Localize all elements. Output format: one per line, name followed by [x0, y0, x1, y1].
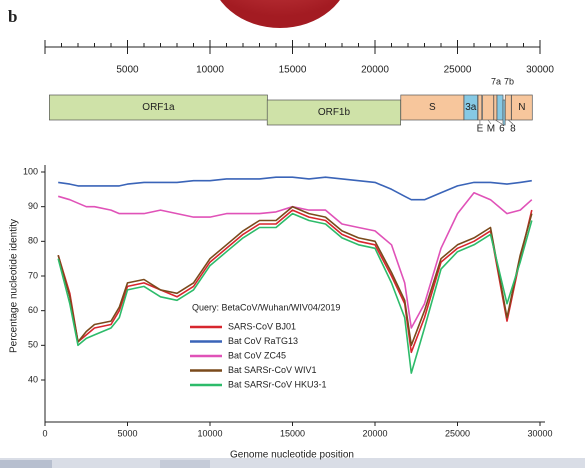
- y-tick-label: 80: [28, 236, 38, 246]
- gene-box: [502, 99, 506, 126]
- scale-tick-label: 20000: [361, 65, 389, 76]
- scale-tick-label: 10000: [196, 65, 224, 76]
- gene-label: N: [518, 102, 525, 113]
- x-tick-label: 15000: [280, 428, 305, 438]
- gene-label: ORF1b: [318, 107, 351, 118]
- gene-box: [400, 94, 465, 121]
- gene-label: 3a: [465, 102, 477, 113]
- tab: [0, 460, 52, 468]
- gene-leader: [508, 119, 514, 125]
- gene-box: [482, 94, 495, 121]
- decorative-sphere: [220, 0, 340, 28]
- series-line: [58, 176, 532, 201]
- gene-box: [266, 99, 402, 126]
- y-tick-label: 70: [28, 270, 38, 280]
- gene-label: M: [487, 124, 495, 135]
- x-tick-label: 20000: [362, 428, 387, 438]
- gene-leader: [487, 119, 492, 125]
- series-line: [57, 205, 533, 347]
- y-tick-label: 50: [28, 340, 38, 350]
- legend-label: SARS-CoV BJ01: [228, 321, 296, 331]
- gene-label: ORF1a: [142, 102, 175, 113]
- legend-label: Bat SARSr-CoV WIV1: [228, 365, 317, 375]
- series-line: [57, 209, 533, 354]
- scale-tick-label: 30000: [526, 65, 554, 76]
- series-line: [57, 212, 533, 374]
- gene-label: S: [429, 102, 436, 113]
- scale-tick-label: 25000: [444, 65, 472, 76]
- gene-label: 7a: [491, 76, 501, 86]
- gene-box: [477, 94, 483, 121]
- x-tick-label: 30000: [527, 428, 552, 438]
- y-tick-label: 90: [28, 201, 38, 211]
- legend-label: Bat CoV RaTG13: [228, 336, 298, 346]
- gene-box: [49, 94, 268, 121]
- scale-tick-label: 15000: [279, 65, 307, 76]
- panel-label: b: [8, 7, 17, 26]
- x-tick-label: 25000: [445, 428, 470, 438]
- gene-label: 6: [499, 124, 505, 135]
- legend-label: Bat SARSr-CoV HKU3-1: [228, 379, 327, 389]
- gene-box: [496, 94, 504, 121]
- gene-box: [511, 94, 533, 121]
- legend-title: Query: BetaCoV/Wuhan/WIV04/2019: [192, 302, 340, 312]
- x-tick-label: 10000: [197, 428, 222, 438]
- gene-label: 7b: [504, 76, 514, 86]
- scale-tick-label: 5000: [116, 65, 139, 76]
- gene-box: [493, 94, 498, 121]
- series-line: [57, 192, 533, 329]
- x-tick-label: 5000: [117, 428, 137, 438]
- bottom-bar: [0, 458, 585, 468]
- y-tick-label: 60: [28, 305, 38, 315]
- y-axis-label: Percentage nucleotide identity: [9, 219, 20, 353]
- x-tick-label: 0: [42, 428, 47, 438]
- y-tick-label: 40: [28, 374, 38, 384]
- gene-label: E: [477, 124, 484, 135]
- legend-label: Bat CoV ZC45: [228, 350, 286, 360]
- gene-label: 8: [510, 124, 516, 135]
- gene-leader: [495, 119, 503, 125]
- gene-box: [463, 94, 478, 121]
- gene-box: [504, 94, 512, 121]
- x-axis-label: Genome nucleotide position: [230, 450, 354, 461]
- tab: [160, 460, 210, 468]
- y-tick-label: 100: [23, 166, 38, 176]
